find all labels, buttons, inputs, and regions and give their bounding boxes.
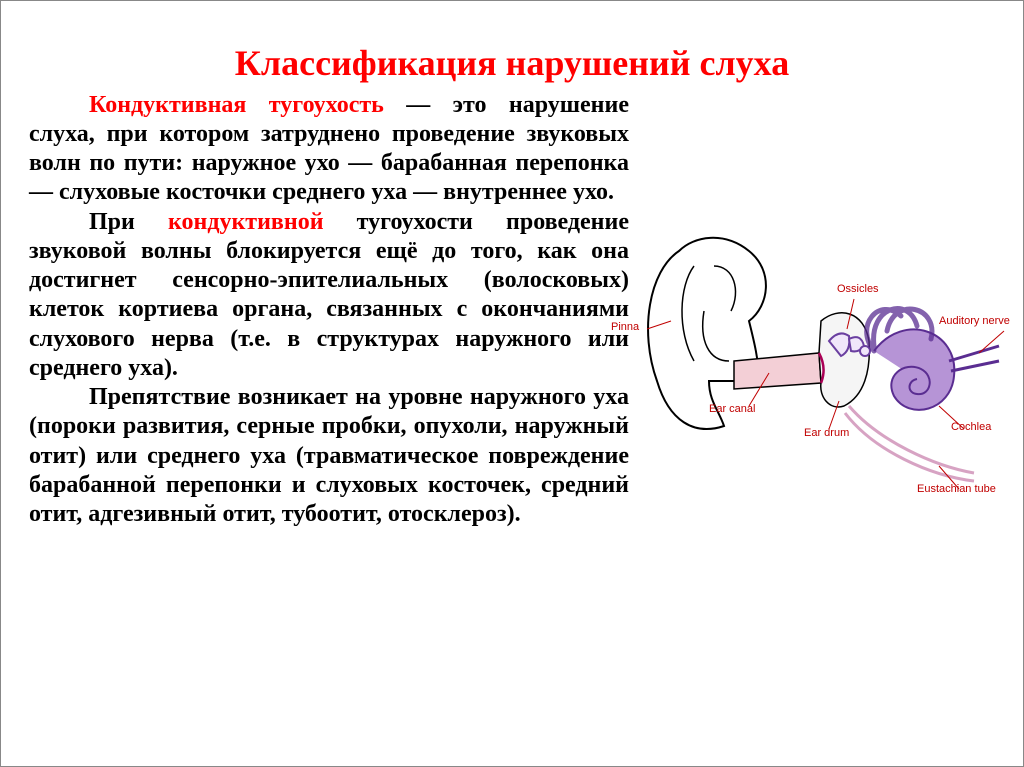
slide: Классификация нарушений слуха Кондуктивн… <box>0 0 1024 767</box>
label-cochlea: Cochlea <box>951 421 991 433</box>
label-ear-canal: Ear canal <box>709 403 755 415</box>
ear-diagram: Pinna Ossicles Auditory nerve Ear canal … <box>639 211 1009 511</box>
text-column: Кондуктивная тугоухость — это нарушение … <box>29 91 629 530</box>
paragraph-2: При кондуктивной тугоухости проведение з… <box>29 208 629 384</box>
para2-pre: При <box>89 209 168 235</box>
label-ear-drum: Ear drum <box>804 427 849 439</box>
term-highlight-2: кондуктивной <box>168 209 324 235</box>
label-auditory-nerve: Auditory nerve <box>939 315 1010 327</box>
slide-title: Классификация нарушений слуха <box>29 43 995 84</box>
term-highlight-1: Кондуктивная тугоухость <box>89 92 384 118</box>
middle-ear-shape <box>819 312 869 406</box>
paragraph-1: Кондуктивная тугоухость — это нарушение … <box>29 91 629 208</box>
body-area: Кондуктивная тугоухость — это нарушение … <box>29 91 995 611</box>
pinna-shape <box>648 237 766 428</box>
ear-svg <box>639 211 1009 511</box>
eustachian-tube-shape <box>845 406 974 481</box>
diagram-column: Pinna Ossicles Auditory nerve Ear canal … <box>629 91 995 611</box>
paragraph-3: Препятствие возникает на уровне наружног… <box>29 383 629 529</box>
label-pinna: Pinna <box>611 321 639 333</box>
label-eustachian: Eustachian tube <box>917 483 996 495</box>
auditory-nerve-shape <box>949 346 999 371</box>
label-ossicles: Ossicles <box>837 283 879 295</box>
